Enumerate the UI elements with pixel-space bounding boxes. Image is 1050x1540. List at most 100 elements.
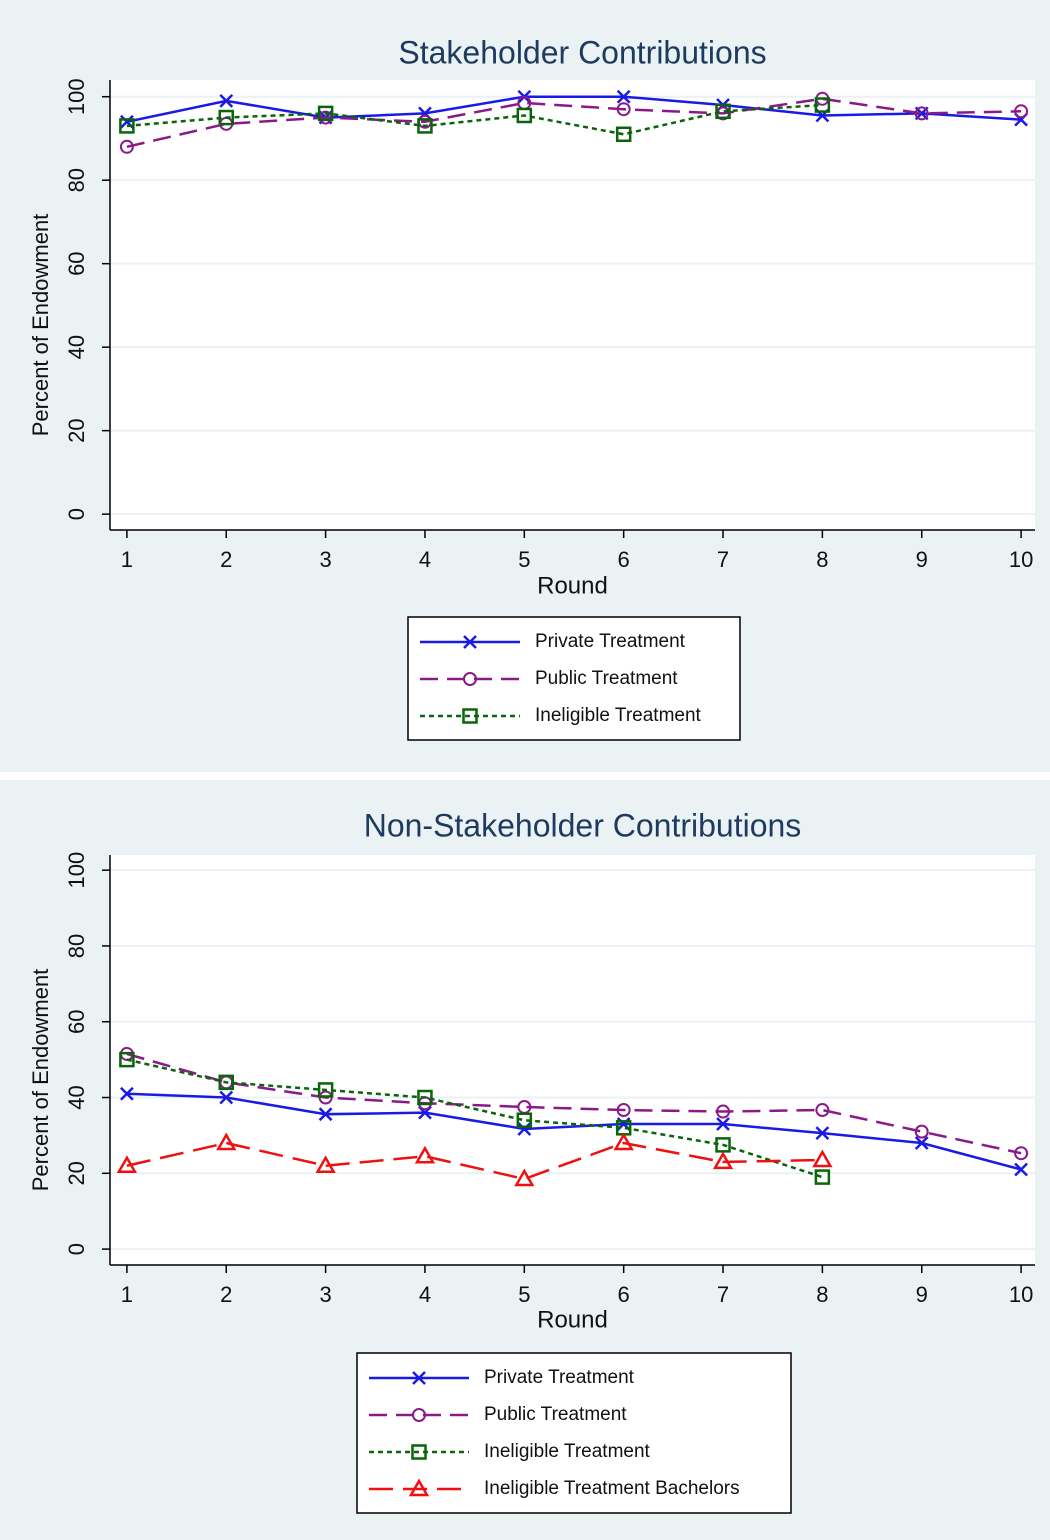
marker-shape [712, 1151, 734, 1170]
marker [1014, 104, 1029, 119]
x-tick-label: 3 [319, 547, 331, 572]
legend-label: Private Treatment [535, 631, 686, 652]
marker-shape [317, 1082, 334, 1098]
marker [514, 1168, 535, 1187]
x-tick-label: 4 [419, 1282, 431, 1307]
marker-shape [814, 1169, 831, 1185]
x-tick-label: 1 [121, 1282, 133, 1307]
marker-shape [715, 103, 731, 120]
chart-title: Non-Stakeholder Contributions [364, 807, 802, 843]
marker [716, 1117, 730, 1131]
marker [1014, 1146, 1029, 1161]
series-line [126, 95, 1022, 123]
marker-shape [463, 672, 477, 686]
marker-shape [812, 1149, 833, 1168]
marker [615, 126, 632, 143]
marker [318, 1107, 333, 1122]
marker [116, 1155, 138, 1173]
marker [218, 1074, 234, 1091]
y-tick-label: 100 [64, 852, 89, 889]
marker-stroke [463, 635, 477, 649]
legend-label: Ineligible Treatment Bachelors [484, 1478, 740, 1499]
y-tick-label: 0 [64, 508, 89, 520]
marker-shape [119, 1051, 135, 1068]
legend-label: Public Treatment [484, 1404, 627, 1425]
marker-stroke [716, 1117, 730, 1131]
x-tick-label: 9 [916, 547, 928, 572]
x-tick-label: 6 [618, 1282, 630, 1307]
marker-shape [613, 1132, 634, 1151]
x-tick-label: 10 [1009, 1282, 1033, 1307]
series-line [126, 103, 823, 136]
marker-shape [408, 1478, 430, 1497]
marker-shape [815, 1103, 830, 1118]
y-tick-label: 40 [64, 1085, 89, 1109]
marker-shape [615, 126, 632, 143]
legend-label: Private Treatment [484, 1367, 635, 1388]
series-line [126, 1092, 1022, 1171]
x-tick-label: 5 [518, 547, 530, 572]
marker [120, 1086, 134, 1101]
y-tick-label: 60 [64, 251, 89, 275]
x-tick-label: 2 [220, 1282, 232, 1307]
marker [219, 1090, 234, 1105]
x-tick-label: 5 [518, 1282, 530, 1307]
marker [914, 1124, 929, 1139]
marker-shape [914, 106, 929, 121]
marker [715, 1137, 731, 1153]
y-tick-label: 20 [64, 418, 89, 442]
marker [516, 1112, 533, 1128]
marker-shape [216, 1132, 237, 1151]
marker-shape [516, 1112, 533, 1128]
marker-shape [616, 102, 631, 117]
marker [914, 1136, 929, 1150]
plot-area [110, 80, 1035, 530]
x-tick-label: 6 [618, 547, 630, 572]
y-tick-label: 0 [64, 1243, 89, 1255]
y-tick-label: 60 [64, 1009, 89, 1033]
y-axis-label: Percent of Endowment [28, 969, 53, 1192]
x-axis-label: Round [537, 1306, 608, 1333]
legend-box [356, 1352, 792, 1514]
marker [462, 708, 478, 724]
marker [414, 1145, 436, 1164]
x-tick-label: 7 [717, 547, 729, 572]
marker-stroke [318, 1107, 333, 1122]
marker-stroke [120, 114, 134, 129]
marker-shape [715, 1137, 731, 1153]
marker-shape [516, 107, 533, 124]
x-tick-label: 8 [816, 547, 828, 572]
marker [463, 635, 477, 649]
x-tick-label: 2 [220, 547, 232, 572]
marker [914, 106, 929, 121]
marker [814, 97, 831, 113]
marker-stroke [412, 1371, 426, 1385]
marker [616, 102, 631, 117]
legend-label: Public Treatment [535, 668, 678, 689]
marker-stroke [120, 1086, 134, 1101]
y-tick-label: 80 [64, 934, 89, 958]
marker-shape [119, 139, 134, 154]
marker-shape [1014, 104, 1029, 119]
marker [613, 1132, 634, 1151]
marker [1014, 1162, 1028, 1177]
marker-shape [417, 118, 433, 134]
marker [517, 1122, 532, 1136]
chart-title: Stakeholder Contributions [398, 34, 766, 70]
legend-label: Ineligible Treatment [535, 705, 702, 726]
series-line [126, 1058, 823, 1179]
marker [218, 109, 234, 126]
marker-shape [1014, 1146, 1029, 1161]
marker-shape [514, 1168, 535, 1187]
marker-shape [119, 118, 135, 134]
marker-shape [914, 1124, 929, 1139]
x-tick-label: 4 [419, 547, 431, 572]
marker-shape [116, 1155, 138, 1173]
marker [616, 89, 631, 104]
plot-area [110, 855, 1035, 1265]
legend-label: Ineligible Treatment [484, 1441, 651, 1462]
x-tick-label: 1 [121, 547, 133, 572]
marker [812, 1149, 833, 1168]
marker-shape [317, 105, 334, 122]
